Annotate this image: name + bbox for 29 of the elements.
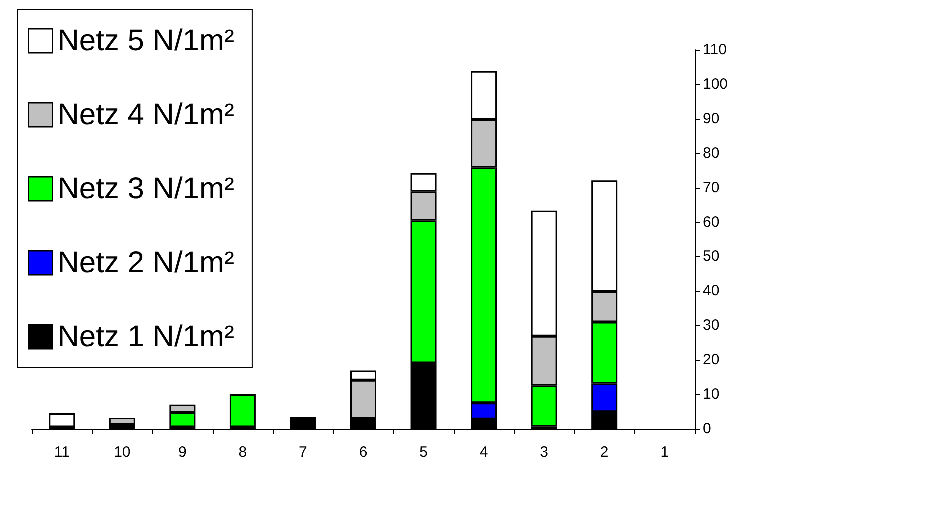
y-tick-label: 40	[703, 282, 720, 300]
x-tick-label: 7	[299, 444, 308, 461]
legend-label: Netz 4 N/1m²	[58, 98, 234, 132]
legend-label: Netz 5 N/1m²	[58, 24, 234, 58]
legend-label: Netz 1 N/1m²	[58, 320, 234, 354]
x-tick-label: 10	[114, 444, 131, 461]
y-tick-label: 0	[703, 420, 712, 438]
x-tick-label: 2	[600, 444, 609, 461]
x-tick-label: 5	[420, 444, 428, 461]
y-tick-label: 20	[703, 352, 720, 369]
y-tick-label: 10	[703, 386, 720, 404]
y-tick-label: 90	[703, 110, 720, 128]
legend-label: Netz 3 N/1m²	[58, 172, 234, 206]
y-tick-label: 50	[703, 248, 720, 266]
y-tick-label: 30	[703, 317, 720, 334]
x-tick-label: 4	[480, 444, 488, 461]
y-tick-label: 80	[703, 144, 720, 162]
y-tick-label: 70	[703, 179, 720, 196]
x-tick-label: 8	[238, 444, 248, 461]
x-tick-label: 3	[540, 444, 548, 461]
x-tick-label: 11	[54, 444, 70, 461]
legend-label: Netz 2 N/1m²	[58, 246, 234, 280]
bar	[109, 418, 136, 425]
x-tick-label: 6	[359, 444, 368, 461]
y-tick-label: 60	[703, 214, 720, 231]
y-tick-label: 100	[703, 76, 728, 93]
x-tick-label: 9	[178, 444, 187, 461]
y-tick-label: 110	[703, 42, 727, 58]
x-tick-label: 1	[660, 444, 670, 461]
